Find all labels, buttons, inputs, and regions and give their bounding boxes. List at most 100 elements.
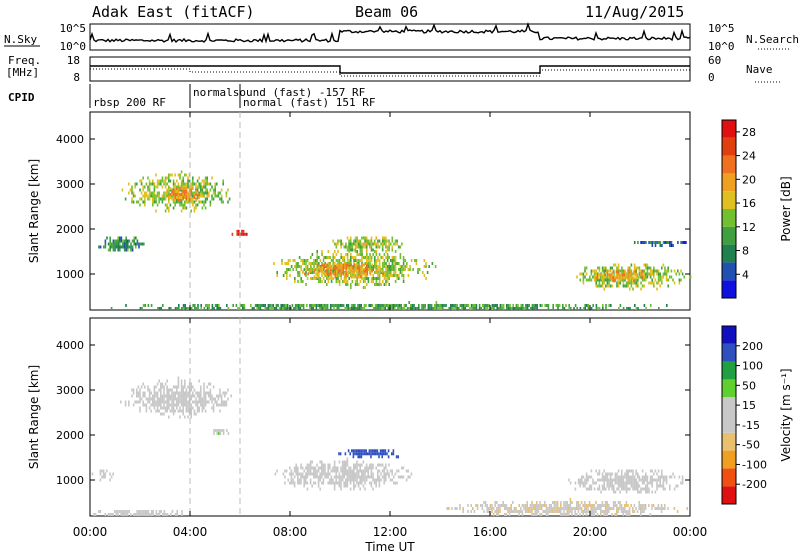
data-cell [123,239,126,243]
data-cell [635,478,637,482]
data-cell [331,304,334,307]
data-cell [357,307,359,310]
data-cell [258,307,260,310]
data-cell [163,197,165,201]
data-cell [212,191,215,195]
data-cell [225,191,228,195]
data-cell [179,187,181,190]
data-cell [292,481,294,485]
data-cell [483,510,485,513]
data-cell [158,400,160,404]
data-cell [627,281,629,285]
data-cell [599,273,602,277]
data-cell [308,269,311,273]
data-cell [362,469,365,473]
data-cell [348,269,351,273]
data-cell [520,510,522,513]
data-cell [350,272,353,276]
data-cell [662,272,665,276]
data-cell [585,475,588,479]
data-cell [341,463,344,467]
data-cell [378,481,381,485]
data-cell [171,400,173,404]
data-cell [454,307,457,310]
data-cell [616,504,618,507]
data-cell [337,269,340,273]
data-cell [509,304,511,307]
data-cell [337,263,340,267]
data-cell [177,400,180,404]
data-cell [377,268,379,271]
data-cell [298,271,301,274]
data-cell [540,504,543,507]
data-cell [166,194,168,198]
data-cell [664,475,666,479]
data-cell [536,507,538,510]
data-cell [346,481,349,485]
data-cell [614,279,616,283]
data-cell [385,265,387,268]
data-cell [659,284,661,288]
data-cell [656,269,658,273]
data-cell [357,463,360,467]
data-cell [383,236,386,240]
data-cell [593,507,596,510]
data-cell [530,307,532,310]
data-cell [343,484,345,488]
data-cell [373,307,375,310]
data-cell [150,191,152,195]
data-cell [182,385,184,389]
data-cell [643,478,645,482]
data-cell [180,182,183,186]
data-cell [423,265,426,268]
data-cell [610,273,613,277]
data-cell [587,510,589,513]
data-cell [341,472,344,476]
data-cell [513,510,516,513]
data-cell [161,179,164,183]
data-cell [134,400,136,404]
data-cell [145,397,148,401]
data-cell [180,209,183,213]
data-cell [348,478,350,482]
data-cell [332,256,334,259]
data-cell [283,304,286,307]
data-cell [193,409,196,413]
data-cell [385,283,387,286]
data-cell [343,469,345,473]
data-cell [291,304,294,307]
data-cell [408,307,410,310]
data-cell [587,478,589,482]
data-cell [422,271,424,274]
data-cell [316,271,318,274]
data-cell [204,397,207,401]
freq-left-label-1: Freq. [8,54,41,67]
data-cell [322,463,325,467]
data-cell [195,185,197,189]
data-cell [611,478,613,482]
data-cell [383,475,385,479]
data-cell [596,276,598,280]
data-cell [394,262,397,265]
data-cell [152,513,154,516]
data-cell [618,276,621,280]
data-cell [604,273,606,277]
data-cell [329,277,331,280]
data-cell [518,307,521,310]
data-cell [488,304,490,307]
data-cell [643,487,645,491]
data-cell [190,412,192,416]
data-cell [508,513,511,516]
data-cell [201,188,204,192]
data-cell [645,263,647,267]
data-cell [163,391,165,395]
data-cell [387,455,390,459]
data-cell [190,190,192,193]
data-cell [462,510,464,513]
data-cell [641,276,643,280]
data-cell [160,510,162,513]
data-cell [290,475,293,479]
data-cell [115,242,118,246]
data-cell [316,469,318,473]
data-cell [579,481,581,485]
